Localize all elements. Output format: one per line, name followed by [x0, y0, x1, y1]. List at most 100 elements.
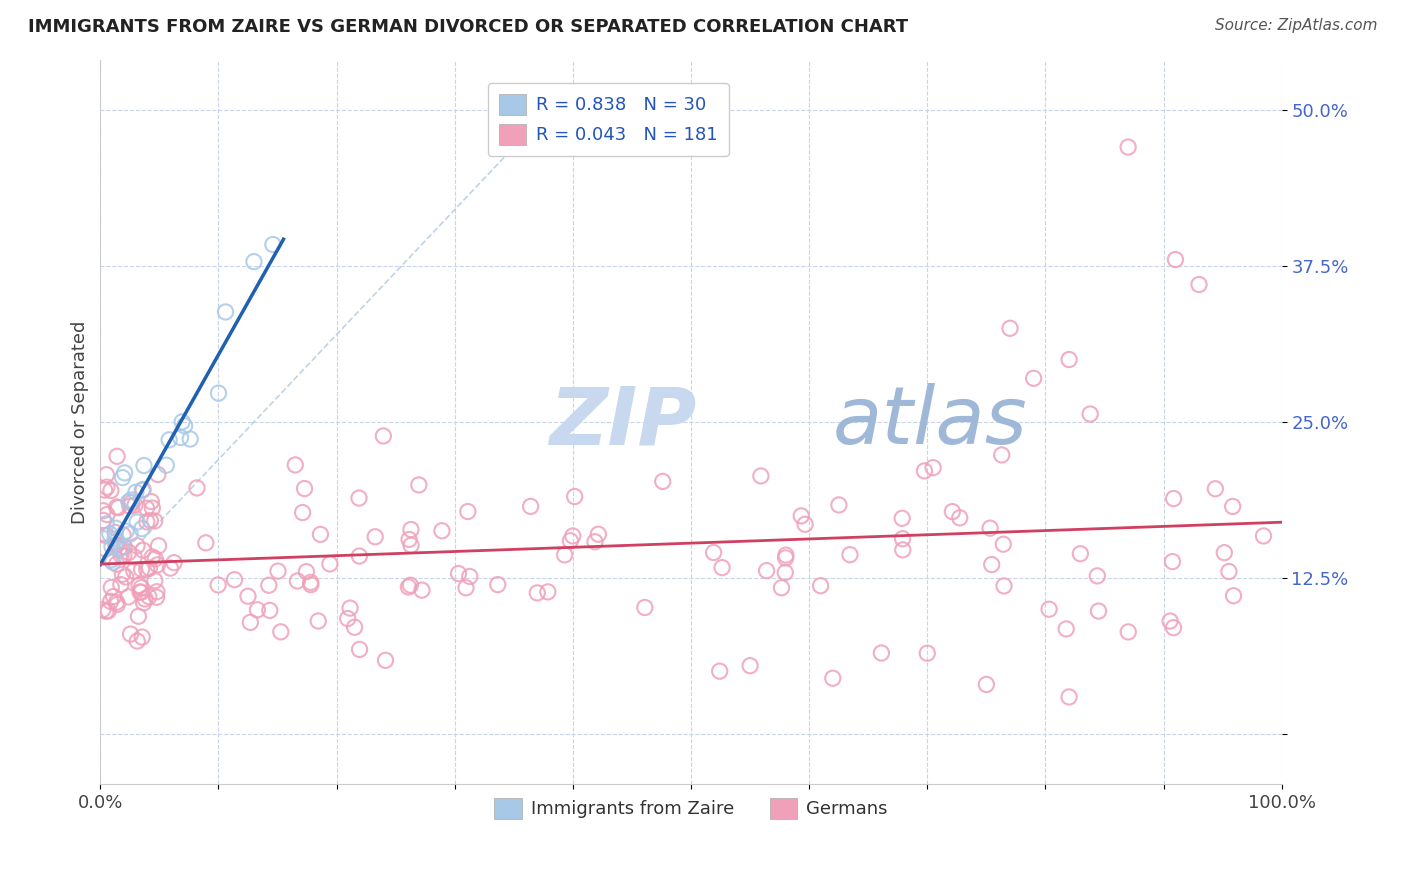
Point [295, 565, 318, 579]
Point [1222, 500, 1244, 514]
Point [870, 646, 893, 660]
Point [101, 540, 124, 554]
Point [163, 556, 186, 570]
Point [179, 432, 201, 446]
Point [770, 581, 793, 595]
Point [1116, 140, 1139, 154]
Point [105, 538, 128, 552]
Point [1213, 546, 1236, 560]
Point [105, 595, 128, 609]
Point [107, 500, 129, 515]
Point [287, 574, 309, 588]
Point [129, 585, 152, 599]
Point [186, 481, 208, 495]
Point [112, 549, 135, 563]
Point [454, 581, 477, 595]
Point [105, 598, 128, 612]
Point [100, 553, 122, 567]
Point [96, 529, 118, 543]
Point [1161, 555, 1184, 569]
Point [1057, 690, 1080, 704]
Point [93, 541, 115, 556]
Point [105, 521, 128, 535]
Point [349, 549, 371, 563]
Point [740, 658, 762, 673]
Point [560, 533, 582, 548]
Point [117, 590, 139, 604]
Point [131, 562, 153, 576]
Point [257, 578, 280, 592]
Point [486, 577, 509, 591]
Point [121, 496, 143, 510]
Point [224, 573, 246, 587]
Point [138, 590, 160, 604]
Point [1057, 352, 1080, 367]
Point [891, 532, 914, 546]
Point [132, 596, 155, 610]
Point [135, 563, 157, 577]
Point [1069, 547, 1091, 561]
Point [100, 594, 122, 608]
Text: Source: ZipAtlas.com: Source: ZipAtlas.com [1215, 18, 1378, 33]
Point [141, 494, 163, 508]
Point [364, 530, 387, 544]
Text: ZIP: ZIP [550, 383, 696, 461]
Point [135, 501, 157, 516]
Point [148, 539, 170, 553]
Point [110, 541, 132, 555]
Point [214, 305, 236, 319]
Point [537, 585, 560, 599]
Point [104, 532, 127, 546]
Point [309, 527, 332, 541]
Point [118, 495, 141, 509]
Point [839, 548, 862, 562]
Text: IMMIGRANTS FROM ZAIRE VS GERMAN DIVORCED OR SEPARATED CORRELATION CHART: IMMIGRANTS FROM ZAIRE VS GERMAN DIVORCED… [28, 18, 908, 36]
Point [134, 591, 156, 606]
Point [1038, 602, 1060, 616]
Point [373, 429, 395, 443]
Point [127, 609, 149, 624]
Point [111, 567, 134, 582]
Point [711, 560, 734, 574]
Point [519, 500, 541, 514]
Point [129, 585, 152, 599]
Point [125, 539, 148, 553]
Point [132, 458, 155, 473]
Point [299, 577, 322, 591]
Point [1085, 569, 1108, 583]
Point [157, 433, 180, 447]
Point [103, 590, 125, 604]
Point [979, 521, 1001, 535]
Point [120, 627, 142, 641]
Point [239, 615, 262, 630]
Point [821, 671, 844, 685]
Point [891, 511, 914, 525]
Point [141, 501, 163, 516]
Point [561, 529, 583, 543]
Point [291, 506, 314, 520]
Point [922, 460, 945, 475]
Point [127, 515, 149, 529]
Point [243, 254, 266, 268]
Point [526, 586, 548, 600]
Point [1164, 252, 1187, 267]
Point [980, 558, 1002, 572]
Point [111, 470, 134, 484]
Point [105, 534, 128, 549]
Legend: Immigrants from Zaire, Germans: Immigrants from Zaire, Germans [488, 791, 894, 826]
Point [114, 570, 136, 584]
Point [143, 552, 166, 566]
Point [112, 540, 135, 554]
Point [703, 545, 725, 559]
Point [105, 538, 128, 552]
Point [115, 524, 138, 539]
Point [634, 600, 657, 615]
Point [194, 536, 217, 550]
Point [1116, 624, 1139, 639]
Y-axis label: Divorced or Separated: Divorced or Separated [72, 320, 89, 524]
Point [128, 578, 150, 592]
Point [976, 677, 998, 691]
Point [132, 543, 155, 558]
Point [96, 508, 118, 522]
Point [998, 321, 1021, 335]
